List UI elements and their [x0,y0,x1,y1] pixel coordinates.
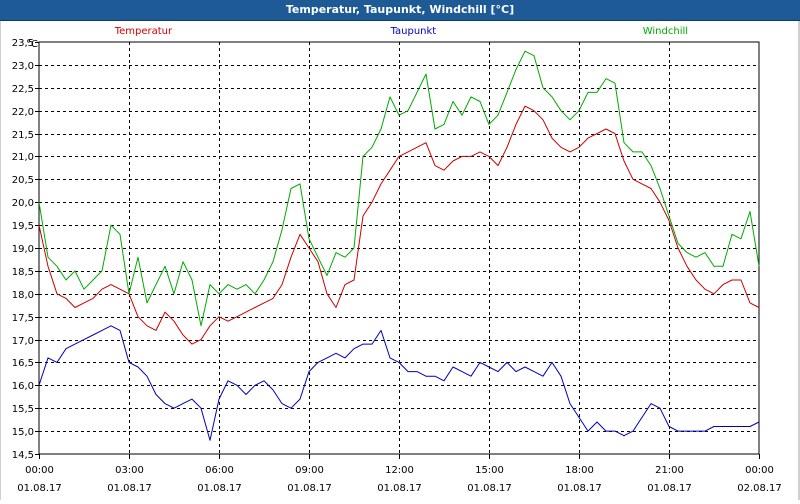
y-tick-label: 19,0 [12,244,34,255]
x-tick-date-label: 01.08.17 [287,483,332,494]
y-tick-label: 19,5 [12,221,34,232]
y-tick-label: 17,5 [12,313,34,324]
y-tick-label: 20,0 [12,198,34,209]
x-tick-time-label: 12:00 [385,465,414,476]
legend-windchill: Windchill [643,26,688,37]
y-tick-label: 22,5 [12,84,34,95]
x-tick-time-label: 18:00 [565,465,594,476]
chart-title: Temperatur, Taupunkt, Windchill [°C] [0,0,800,21]
y-tick-label: 16,5 [12,358,34,369]
series-line-taupunkt [38,325,760,441]
x-tick-date-label: 01.08.17 [557,483,602,494]
x-tick-date-label: 01.08.17 [107,483,152,494]
x-tick-date-label: 01.08.17 [197,483,242,494]
legend-temperatur: Temperatur [114,26,173,37]
y-tick-label: 18,5 [12,267,34,278]
x-tick-time-label: 21:00 [655,465,684,476]
y-tick-label: 18,0 [12,290,34,301]
x-tick-date-label: 01.08.17 [647,483,692,494]
x-tick-time-label: 03:00 [115,465,144,476]
y-tick-label: 14,5 [12,450,34,461]
series-line-windchill [38,50,760,327]
series-layer [38,50,760,441]
legend-taupunkt: Taupunkt [390,26,437,37]
y-tick-label: 17,0 [12,336,34,347]
x-tick-time-label: 09:00 [295,465,324,476]
x-tick-date-label: 01.08.17 [467,483,512,494]
series-line-temperatur [38,105,760,345]
axis-layer: 14,5 15,0 15,5 16,0 16,5 17,0 17,5 18,0 18,5 19,0… [12,38,782,494]
x-tick-time-label: 15:00 [475,465,504,476]
chart-svg: 14,5 15,0 15,5 16,0 16,5 17,0 17,5 18,0 18,5 19,0… [0,21,800,500]
legend-layer: Temperatur Taupunkt Windchill [114,26,688,37]
x-tick-time-label: 00:00 [25,465,54,476]
x-tick-time-label: 00:00 [745,465,774,476]
x-tick-time-label: 06:00 [205,465,234,476]
chart-area: 14,5 15,0 15,5 16,0 16,5 17,0 17,5 18,0 18,5 19,0… [0,21,800,500]
y-tick-label: 15,5 [12,404,34,415]
y-tick-label: 15,0 [12,427,34,438]
y-axis-unit-label: °C [26,39,38,50]
y-tick-label: 16,0 [12,381,34,392]
grid-layer [38,41,760,455]
x-tick-date-label: 02.08.17 [737,483,782,494]
y-tick-label: 21,5 [12,130,34,141]
x-tick-date-label: 01.08.17 [377,483,422,494]
y-tick-label: 23,0 [12,61,34,72]
x-tick-date-label: 01.08.17 [17,483,62,494]
y-tick-label: 21,0 [12,152,34,163]
y-tick-label: 23,5 [12,38,34,49]
y-tick-label: 22,0 [12,107,34,118]
y-tick-label: 20,5 [12,175,34,186]
